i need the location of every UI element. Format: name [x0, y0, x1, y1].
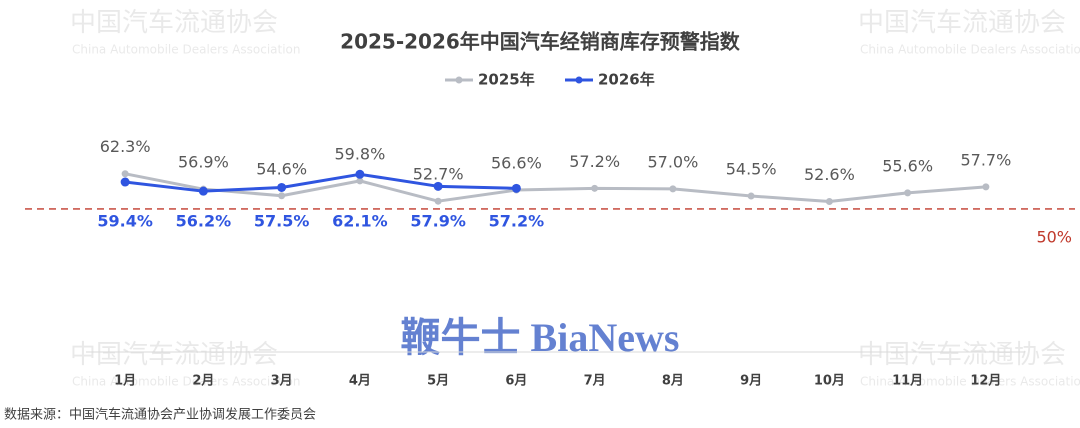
data-label: 56.9% [178, 153, 229, 172]
data-label: 57.5% [254, 212, 310, 231]
x-tick-label: 7月 [584, 374, 606, 389]
chart-title: 2025-2026年中国汽车经销商库存预警指数 [340, 30, 741, 54]
watermark: China Automobile Dealers Association [860, 43, 1080, 57]
brand-watermark: 鞭牛士 BiaNews [401, 315, 680, 360]
data-point [904, 189, 912, 197]
data-point [198, 186, 208, 196]
legend-label: 2026年 [598, 71, 655, 89]
data-point [278, 192, 286, 200]
data-point [355, 169, 365, 179]
x-tick-label: 11月 [892, 374, 923, 389]
data-label: 57.2% [489, 212, 545, 231]
watermark: 中国汽车流通协会 [70, 8, 278, 38]
data-point [434, 197, 442, 205]
data-point [356, 177, 364, 185]
data-label: 57.7% [960, 150, 1011, 169]
x-tick-label: 2月 [192, 374, 214, 389]
data-point [120, 177, 130, 187]
series-line [124, 172, 517, 193]
data-label: 62.3% [100, 137, 151, 156]
legend-marker [575, 76, 583, 84]
data-label: 59.8% [334, 144, 385, 163]
data-point [591, 184, 599, 192]
reference-label: 50% [1036, 228, 1072, 247]
data-label: 57.9% [410, 212, 466, 231]
x-tick-label: 5月 [427, 374, 449, 389]
series-line [124, 172, 986, 203]
data-label: 62.1% [332, 212, 388, 231]
data-label: 56.2% [176, 212, 232, 231]
x-tick-label: 6月 [505, 374, 527, 389]
data-label: 56.6% [491, 154, 542, 173]
watermark: 中国汽车流通协会 [70, 340, 278, 370]
x-tick-label: 12月 [970, 374, 1001, 389]
watermark: 中国汽车流通协会 [858, 340, 1066, 370]
x-tick-label: 9月 [740, 374, 762, 389]
watermark: 中国汽车流通协会 [858, 8, 1066, 38]
data-label: 57.0% [647, 152, 698, 171]
data-point [433, 181, 443, 191]
x-tick-label: 1月 [114, 374, 136, 389]
data-point [277, 182, 287, 192]
legend-marker [455, 76, 463, 84]
data-point [747, 192, 755, 200]
data-label: 57.2% [569, 152, 620, 171]
data-label: 54.6% [256, 159, 307, 178]
data-point [511, 183, 521, 193]
x-tick-label: 10月 [814, 374, 845, 389]
data-point [982, 183, 990, 191]
data-point [825, 197, 833, 205]
watermark: China Automobile Dealers Association [860, 375, 1080, 389]
watermarks: 中国汽车流通协会 China Automobile Dealers Associ… [70, 8, 1080, 389]
x-tick-label: 8月 [662, 374, 684, 389]
data-label: 55.6% [882, 156, 933, 175]
watermark: China Automobile Dealers Association [72, 43, 301, 57]
x-tick-label: 3月 [271, 374, 293, 389]
watermark: China Automobile Dealers Association [72, 375, 301, 389]
data-label: 52.7% [413, 165, 464, 184]
legend-label: 2025年 [478, 71, 535, 89]
source-note: 数据来源：中国汽车流通协会产业协调发展工作委员会 [4, 407, 316, 423]
data-point [669, 185, 677, 193]
data-label: 54.5% [726, 160, 777, 179]
data-point [121, 170, 129, 178]
x-tick-label: 4月 [349, 374, 371, 389]
data-label: 52.6% [804, 165, 855, 184]
data-label: 59.4% [97, 212, 153, 231]
